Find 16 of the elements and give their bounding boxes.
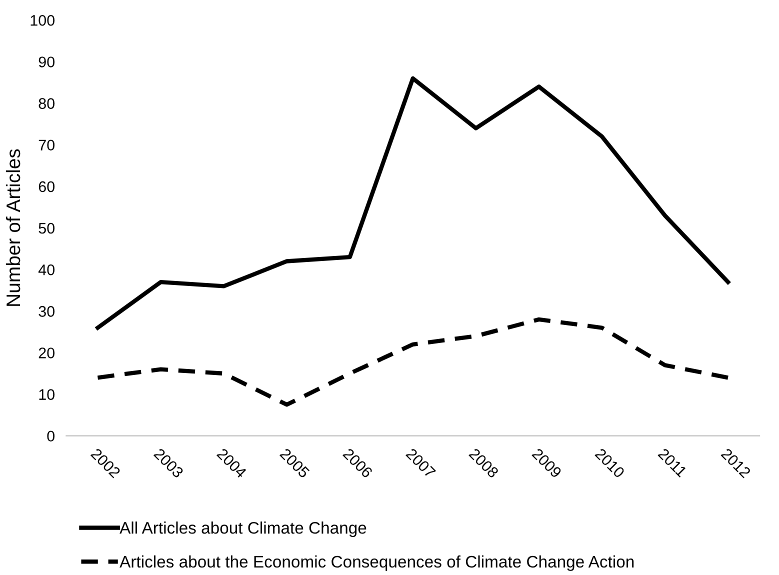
y-tick-label: 0 <box>47 430 55 442</box>
y-axis-title: Number of Articles <box>6 149 20 306</box>
line-series <box>96 317 730 407</box>
y-tick-label: 30 <box>38 306 55 317</box>
y-tick-label: 20 <box>38 348 55 358</box>
y-tick-label: 10 <box>39 389 55 400</box>
y-tick-label: 50 <box>38 222 55 234</box>
y-tick-label: 100 <box>30 14 55 26</box>
line-series <box>96 76 730 330</box>
legend-label: Articles about the Economic Consequences of Climate Change Action <box>120 555 634 571</box>
y-tick-label: 70 <box>38 140 55 151</box>
y-tick-label: 90 <box>38 56 55 68</box>
y-tick-label: 60 <box>38 181 55 192</box>
y-tick-label: 40 <box>38 264 55 276</box>
legend-label: All Articles about Climate Change <box>120 522 366 538</box>
y-tick-label: 80 <box>38 98 55 109</box>
